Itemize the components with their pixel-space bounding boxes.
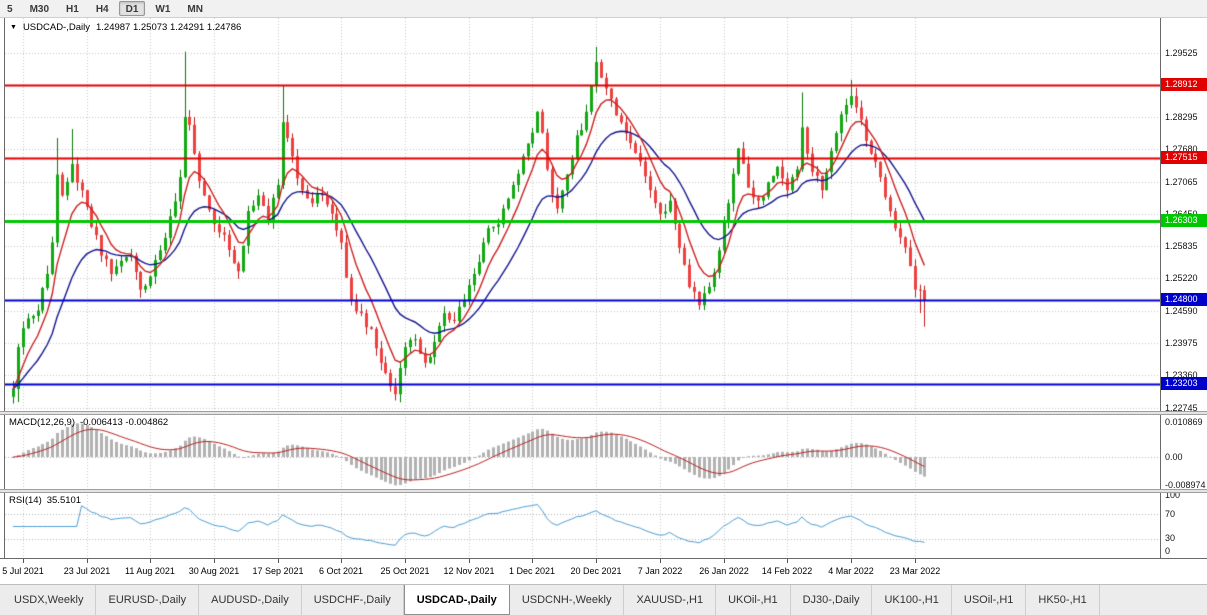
- chart-tab-audusd-daily[interactable]: AUDUSD-,Daily: [199, 585, 302, 615]
- date-label: 26 Jan 2022: [699, 566, 749, 576]
- macd-axis-label: 0.010869: [1165, 417, 1203, 427]
- date-label: 30 Aug 2021: [188, 566, 240, 576]
- chart-tab-usdcad-daily[interactable]: USDCAD-,Daily: [403, 585, 510, 615]
- chart-tab-eurusd-daily[interactable]: EURUSD-,Daily: [96, 585, 200, 615]
- macd-current-values: -0.006413 -0.004862: [80, 417, 169, 428]
- rsi-axis-label: 30: [1165, 533, 1176, 543]
- date-tick-mark: [532, 559, 533, 563]
- date-tick-mark: [915, 559, 916, 563]
- date-tick-mark: [278, 559, 279, 563]
- panel-splitter-macd[interactable]: [0, 411, 1207, 415]
- symbol-tab-bar: USDX,Weekly EURUSD-,Daily AUDUSD-,Daily USD…: [0, 584, 1207, 615]
- price-tick-label: 1.27065: [1165, 176, 1198, 187]
- date-label: 4 Mar 2022: [828, 566, 874, 576]
- timeframe-toolbar: 5 M30 H1 H4 D1 W1 MN: [0, 0, 1207, 18]
- date-tick-mark: [724, 559, 725, 563]
- date-label: 14 Feb 2022: [761, 566, 813, 576]
- timeframe-button-mn[interactable]: MN: [187, 4, 203, 15]
- date-tick-mark: [87, 559, 88, 563]
- chart-tab-dj30-daily[interactable]: DJ30-,Daily: [791, 585, 873, 615]
- chart-tab-uk100-h1[interactable]: UK100-,H1: [872, 585, 952, 615]
- timeframe-button-m30[interactable]: M30: [29, 4, 50, 15]
- macd-axis-label: -0.008974: [1165, 480, 1206, 490]
- date-tick-mark: [150, 559, 151, 563]
- chart-title: ▼ USDCAD-,Daily 1.24987 1.25073 1.24291 …: [10, 22, 241, 33]
- chart-tab-xauusd-h1[interactable]: XAUUSD-,H1: [624, 585, 717, 615]
- price-tick-label: 1.28295: [1165, 112, 1198, 123]
- price-tick-label: 1.27680: [1165, 144, 1198, 155]
- price-axis[interactable]: 1.29525 1.28295 1.27680 1.27065 1.26450 1.258…: [1160, 18, 1207, 558]
- panel-splitter-rsi[interactable]: [0, 489, 1207, 493]
- timeframe-button-h4[interactable]: H4: [95, 4, 109, 15]
- date-label: 6 Oct 2021: [318, 566, 364, 576]
- price-chart-canvas[interactable]: [5, 18, 1160, 558]
- chart-tab-usdcnh-weekly[interactable]: USDCNH-,Weekly: [510, 585, 625, 615]
- chart-tab-usdchf-daily[interactable]: USDCHF-,Daily: [302, 585, 404, 615]
- rsi-indicator-label: RSI(14) 35.5101: [9, 495, 86, 506]
- price-tick-label: 1.25220: [1165, 273, 1198, 284]
- rsi-axis-label: 100: [1165, 490, 1181, 500]
- price-tick-label: 1.26450: [1165, 209, 1198, 219]
- chart-tab-hk50-h1[interactable]: HK50-,H1: [1026, 585, 1100, 615]
- date-tick-mark: [596, 559, 597, 563]
- chart-tab-usdx-weekly[interactable]: USDX,Weekly: [2, 585, 97, 615]
- date-label: 23 Mar 2022: [889, 566, 941, 576]
- timeframe-button-h1[interactable]: H1: [66, 4, 79, 15]
- date-label: 12 Nov 2021: [443, 566, 495, 576]
- date-tick-mark: [341, 559, 342, 563]
- price-tick-label: 1.29525: [1165, 47, 1198, 58]
- rsi-axis-label: 0: [1165, 546, 1171, 556]
- macd-indicator-label: MACD(12,26,9) -0.006413 -0.004862: [9, 417, 173, 428]
- chart-tab-ukoil-h1[interactable]: UKOil-,H1: [716, 585, 791, 615]
- price-line-tag: 1.24800: [1161, 293, 1207, 307]
- price-line-tag: 1.28912: [1161, 78, 1207, 91]
- chart-tab-usoil-h1[interactable]: USOil-,H1: [952, 585, 1027, 615]
- price-line-tag: 1.26303: [1161, 214, 1207, 228]
- date-axis[interactable]: 5 Jul 2021 23 Jul 2021 11 Aug 2021 30 Aug 2…: [0, 558, 1207, 584]
- date-label: 23 Jul 2021: [63, 566, 111, 576]
- timeframe-button-w1[interactable]: W1: [155, 4, 171, 15]
- rsi-current-value: 35.5101: [46, 495, 82, 506]
- date-tick-mark: [787, 559, 788, 563]
- timeframe-button-d1[interactable]: D1: [118, 1, 146, 16]
- date-tick-mark: [23, 559, 24, 563]
- date-tick-mark: [660, 559, 661, 563]
- chart-ohlc-values: 1.24987 1.25073 1.24291 1.24786: [95, 22, 242, 33]
- price-tick-label: 1.23360: [1165, 370, 1198, 381]
- price-tick-label: 1.25835: [1165, 240, 1198, 251]
- date-tick-mark: [405, 559, 406, 563]
- price-tick-label: 1.23975: [1165, 338, 1198, 349]
- price-line-tag: 1.23203: [1161, 376, 1207, 390]
- date-label: 20 Dec 2021: [570, 566, 622, 576]
- date-tick-mark: [469, 559, 470, 563]
- date-tick-mark: [851, 559, 852, 563]
- date-label: 17 Sep 2021: [252, 566, 304, 576]
- collapse-indicator-icon[interactable]: ▼: [10, 24, 17, 31]
- price-line-tag: 1.27515: [1161, 151, 1207, 165]
- timeframe-button-5[interactable]: 5: [7, 4, 13, 15]
- price-tick-label: 1.22745: [1165, 402, 1198, 413]
- date-tick-mark: [214, 559, 215, 563]
- macd-name: MACD(12,26,9): [9, 417, 75, 428]
- macd-axis-label: 0.00: [1165, 452, 1183, 462]
- rsi-axis-label: 70: [1165, 509, 1176, 519]
- date-label: 11 Aug 2021: [125, 566, 175, 576]
- date-label: 1 Dec 2021: [508, 566, 556, 576]
- rsi-name: RSI(14): [9, 495, 42, 506]
- price-tick-label: 1.24590: [1165, 306, 1198, 317]
- chart-left-border: [4, 18, 5, 558]
- chart-symbol-label: USDCAD-,Daily: [22, 22, 90, 33]
- date-label: 5 Jul 2021: [2, 566, 44, 576]
- date-label: 25 Oct 2021: [380, 566, 430, 576]
- date-label: 7 Jan 2022: [637, 566, 683, 576]
